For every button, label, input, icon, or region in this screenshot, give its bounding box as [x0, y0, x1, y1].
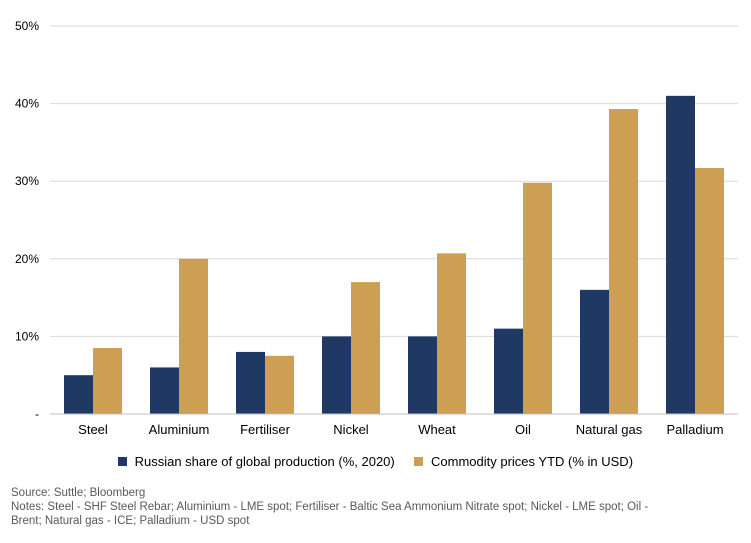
bar-commodity-price-wheat [437, 253, 466, 414]
bar-commodity-price-aluminium [179, 258, 208, 414]
bar-chart: - 10% 20% 30% 40% 50% Steel Aluminium Fertilise… [15, 19, 738, 437]
x-category-label: Fertiliser [240, 422, 291, 437]
notes-line: Brent; Natural gas - ICE; Palladium - US… [11, 515, 250, 527]
y-tick-label: 30% [15, 174, 39, 188]
x-category-label: Aluminium [149, 422, 210, 437]
bar-russian-share-fertiliser [236, 351, 265, 414]
legend-item-russian-share: Russian share of global production (%, 2… [117, 453, 395, 469]
legend-item-commodity-prices: Commodity prices YTD (% in USD) [414, 453, 633, 469]
bar-russian-share-aluminium [150, 367, 179, 414]
x-category-label: Nickel [333, 422, 369, 437]
x-category-label: Natural gas [576, 422, 643, 437]
bar-russian-share-palladium [666, 95, 695, 414]
y-tick-label: 40% [15, 97, 39, 111]
y-tick-label: 10% [15, 329, 39, 343]
x-category-label: Palladium [666, 422, 723, 437]
x-category-label: Wheat [418, 422, 456, 437]
bars [64, 95, 724, 415]
bar-commodity-price-nickel [351, 282, 380, 414]
bar-russian-share-oil [494, 328, 523, 414]
bar-russian-share-natural-gas [580, 289, 609, 414]
notes-line: Notes: Steel - SHF Steel Rebar; Aluminiu… [11, 501, 649, 513]
legend-swatch-gold [414, 456, 424, 466]
x-axis-category-labels: Steel Aluminium Fertiliser Nickel Wheat Oil Na… [78, 422, 723, 437]
bar-commodity-price-natural-gas [609, 109, 638, 415]
chart-footer: Source: Suttle; Bloomberg Notes: Steel -… [11, 486, 741, 528]
legend: Russian share of global production (%, 2… [0, 452, 751, 469]
y-axis-tick-labels: - 10% 20% 30% 40% 50% [15, 19, 39, 421]
bar-commodity-price-steel [93, 348, 122, 414]
bar-commodity-price-palladium [695, 168, 724, 414]
x-category-label: Steel [78, 422, 108, 437]
y-tick-label: 20% [15, 252, 39, 266]
source-note: Source: Suttle; Bloomberg [11, 487, 146, 499]
bar-russian-share-nickel [322, 336, 351, 414]
legend-label: Russian share of global production (%, 2… [134, 453, 395, 469]
bar-russian-share-wheat [408, 336, 437, 414]
bar-commodity-price-oil [523, 182, 552, 414]
y-tick-label: - [35, 407, 39, 421]
legend-label: Commodity prices YTD (% in USD) [431, 453, 634, 469]
y-tick-label: 50% [15, 19, 39, 33]
bar-russian-share-steel [64, 375, 93, 414]
x-category-label: Oil [515, 422, 531, 437]
bar-commodity-price-fertiliser [265, 355, 294, 414]
legend-swatch-navy [117, 456, 127, 466]
